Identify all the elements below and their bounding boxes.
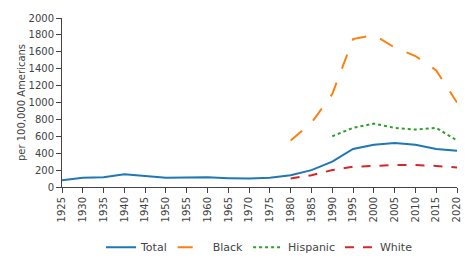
svg-text:2020: 2020 (451, 197, 462, 222)
svg-text:1985: 1985 (306, 197, 317, 222)
svg-text:400: 400 (35, 148, 54, 159)
svg-text:0: 0 (48, 182, 54, 193)
svg-text:1400: 1400 (29, 63, 54, 74)
svg-text:2010: 2010 (410, 197, 421, 222)
svg-text:2000: 2000 (29, 13, 54, 24)
svg-text:2005: 2005 (389, 197, 400, 222)
svg-text:1200: 1200 (29, 80, 54, 91)
svg-text:Black: Black (213, 241, 243, 254)
svg-text:1940: 1940 (119, 197, 130, 222)
svg-text:White: White (380, 241, 412, 254)
svg-text:1995: 1995 (347, 197, 358, 222)
svg-text:1980: 1980 (285, 197, 296, 222)
svg-text:200: 200 (35, 165, 54, 176)
svg-text:1950: 1950 (160, 197, 171, 222)
svg-text:1945: 1945 (139, 197, 150, 222)
svg-text:Hispanic: Hispanic (288, 241, 335, 254)
svg-text:per 100,000 Americans: per 100,000 Americans (16, 44, 27, 161)
svg-text:2000: 2000 (368, 197, 379, 222)
svg-text:1975: 1975 (264, 197, 275, 222)
svg-text:1965: 1965 (223, 197, 234, 222)
svg-text:1925: 1925 (56, 197, 67, 222)
svg-text:1955: 1955 (181, 197, 192, 222)
svg-text:1000: 1000 (29, 97, 54, 108)
svg-text:800: 800 (35, 114, 54, 125)
svg-text:1970: 1970 (243, 197, 254, 222)
svg-text:2015: 2015 (430, 197, 441, 222)
svg-text:1990: 1990 (327, 197, 338, 222)
svg-text:1930: 1930 (77, 197, 88, 222)
svg-text:1935: 1935 (98, 197, 109, 222)
svg-text:600: 600 (35, 131, 54, 142)
svg-text:1800: 1800 (29, 29, 54, 40)
svg-text:1960: 1960 (202, 197, 213, 222)
svg-text:Total: Total (140, 241, 167, 254)
svg-text:1600: 1600 (29, 46, 54, 57)
